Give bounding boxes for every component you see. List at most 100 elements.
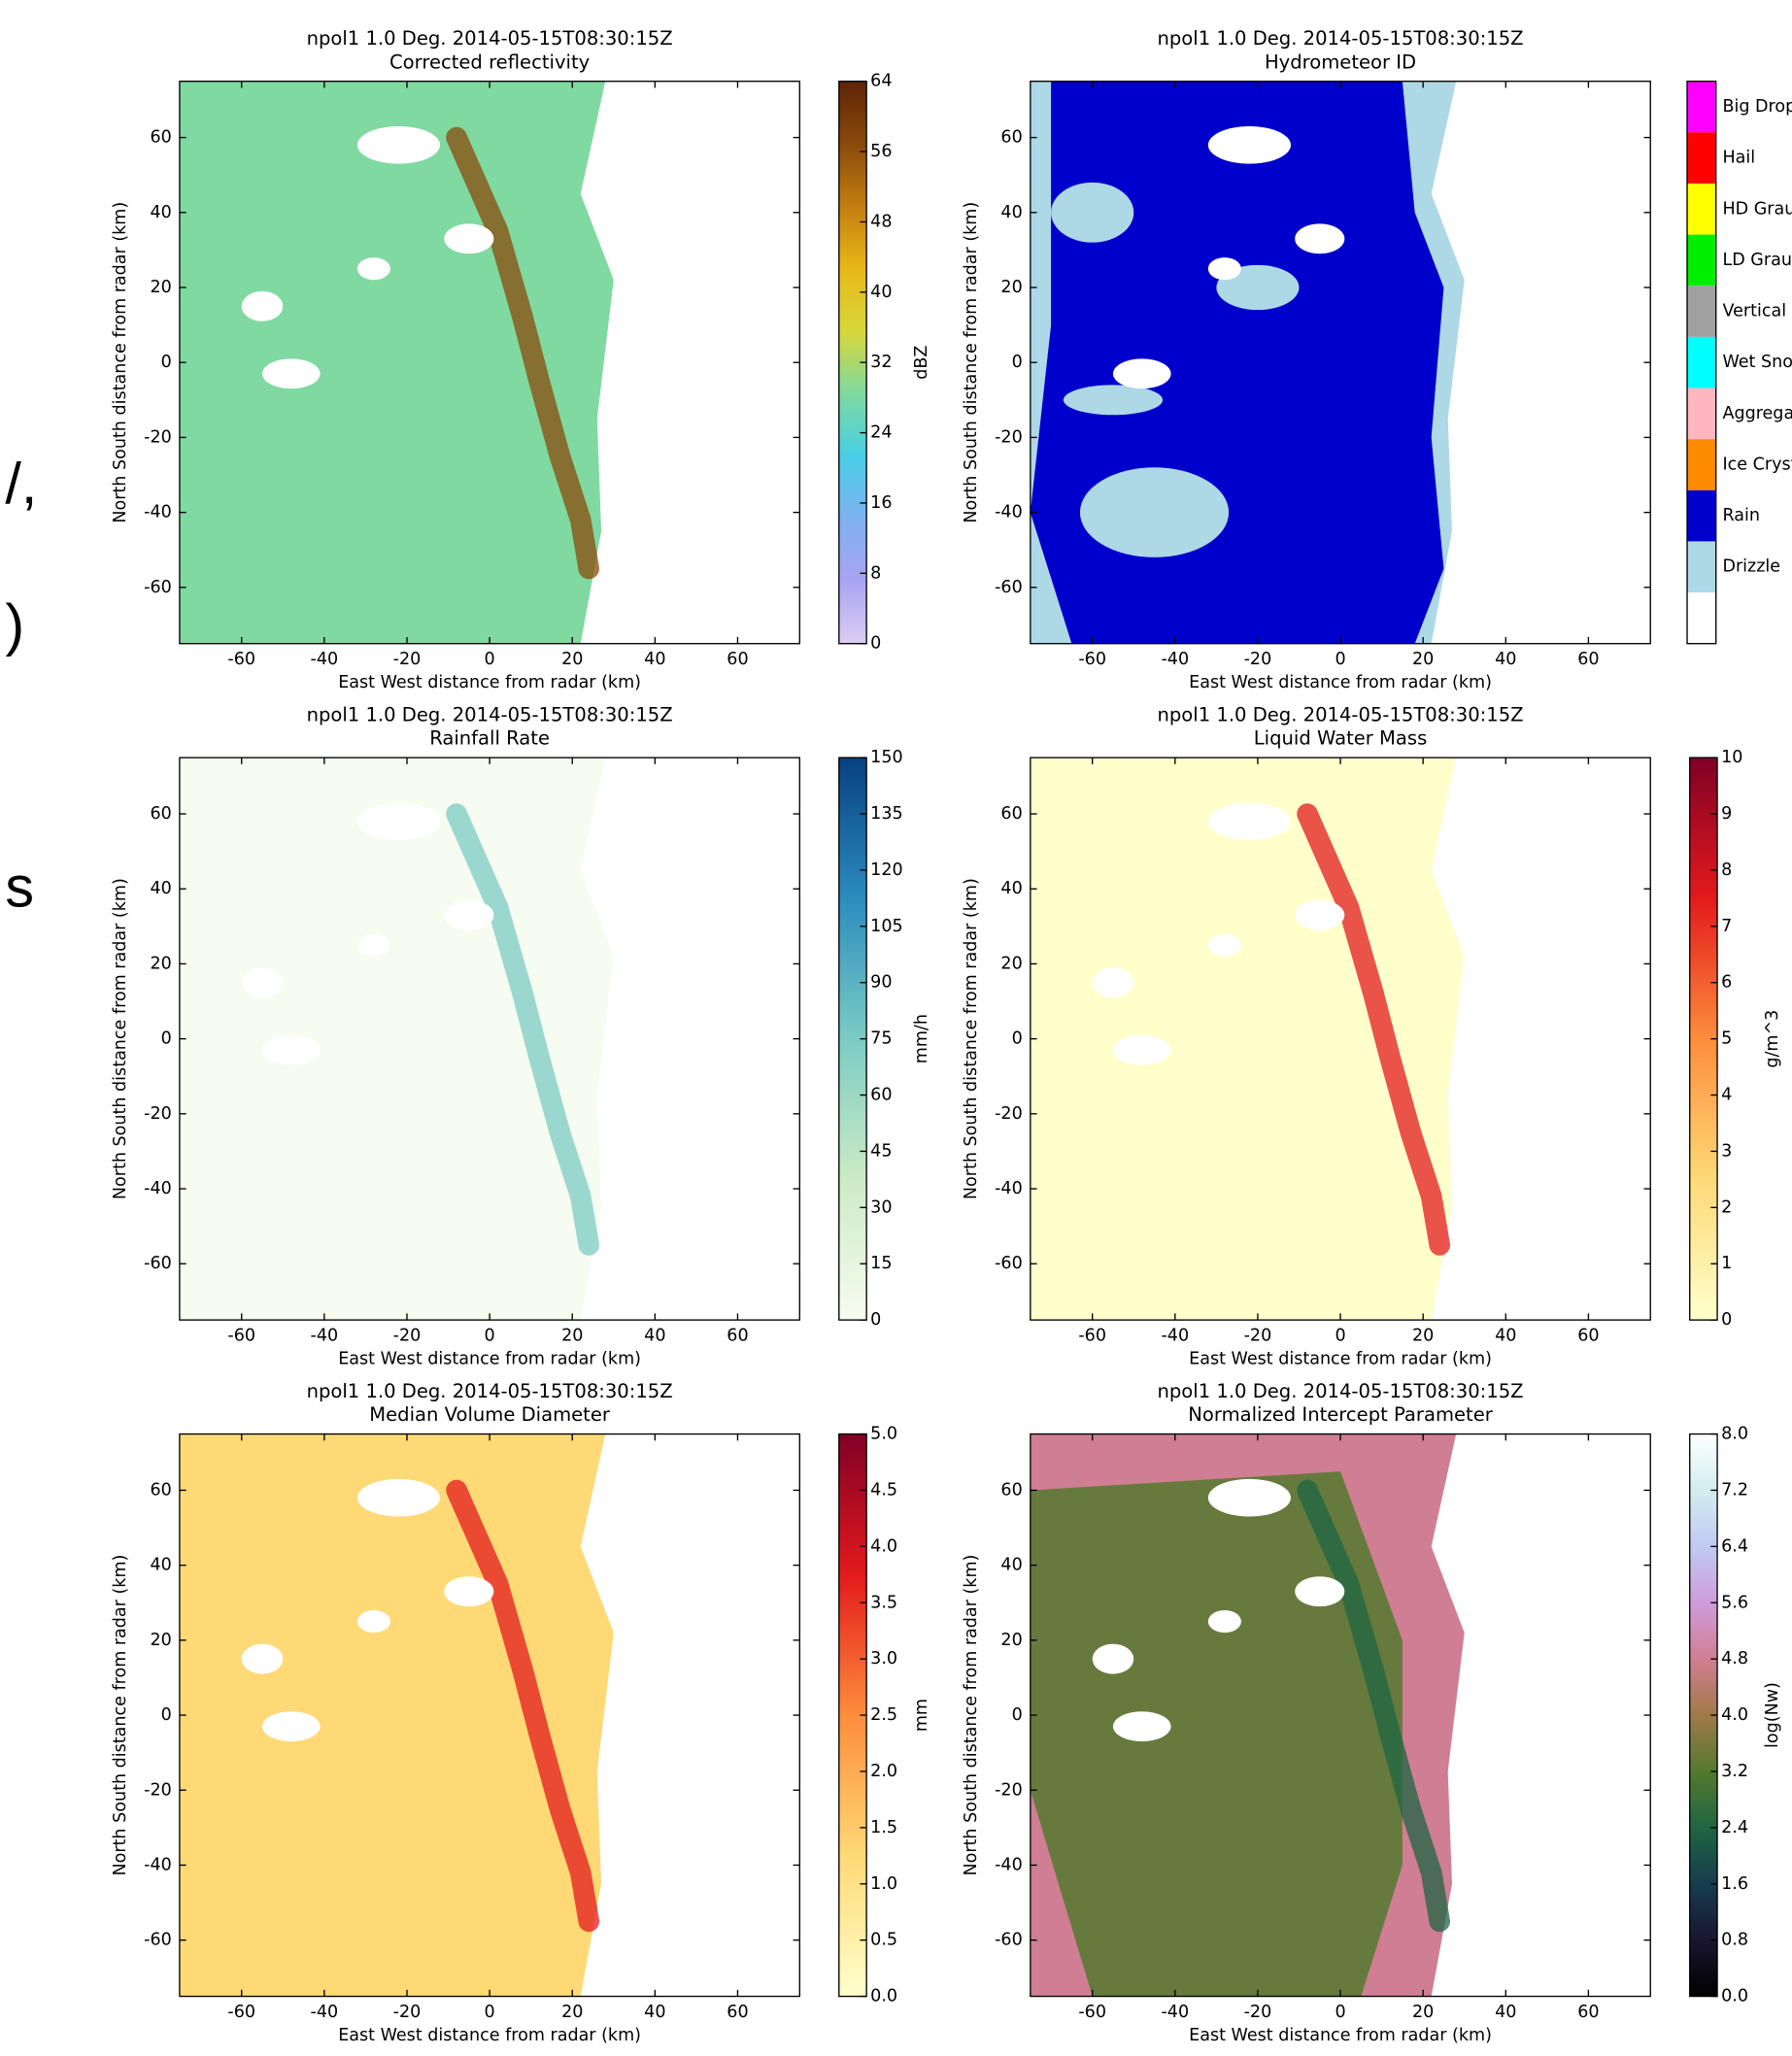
drizzle-patch (1064, 385, 1163, 415)
x-tick-label: 40 (1495, 650, 1516, 669)
no-echo-gap (1093, 967, 1134, 997)
y-tick-label: -40 (995, 1855, 1023, 1874)
colorbar-tick-label: 64 (870, 72, 892, 91)
colorbar-tick-label: 3.5 (870, 1593, 897, 1612)
colorbar-tick-label: 3.0 (870, 1649, 897, 1668)
x-tick-label: 60 (727, 2003, 748, 2022)
colorbar-tick-label: 0 (1721, 1310, 1732, 1330)
y-tick-label: 0 (161, 353, 172, 372)
no-echo-gap (1208, 126, 1291, 164)
colorbar-tick-label: 45 (870, 1141, 892, 1161)
radar-field (180, 758, 614, 1320)
x-tick-label: -60 (227, 2003, 255, 2022)
legend-swatch (1687, 592, 1716, 644)
y-tick-label: 40 (1000, 879, 1022, 898)
no-echo-gap (262, 358, 321, 388)
no-echo-gap (444, 223, 493, 253)
echo-core-region (1031, 82, 1444, 644)
y-tick-label: 20 (150, 954, 171, 973)
colorbar-tick-label: 0.8 (1721, 1931, 1748, 1950)
legend-label: Ice Cryst (1722, 455, 1792, 474)
x-tick-label: 60 (1577, 2003, 1599, 2022)
legend-swatch (1687, 388, 1716, 440)
no-echo-gap (357, 257, 390, 280)
legend-label: Vertical (1722, 302, 1786, 321)
colorbar-tick-label: 5.6 (1721, 1593, 1748, 1612)
colorbar-tick-label: 1.6 (1721, 1874, 1748, 1894)
x-tick-label: 40 (644, 1326, 665, 1345)
y-tick-label: 0 (1012, 353, 1023, 372)
y-tick-label: -60 (995, 1931, 1023, 1950)
x-tick-label: 60 (1577, 650, 1599, 669)
x-tick-label: 60 (727, 650, 748, 669)
x-tick-label: 20 (561, 2003, 583, 2022)
y-tick-label: 0 (1012, 1705, 1023, 1725)
no-echo-gap (444, 900, 493, 930)
x-axis-title: East West distance from radar (km) (1189, 1350, 1492, 1369)
colorbar-tick-label: 7 (1721, 917, 1732, 936)
no-echo-gap (242, 967, 284, 997)
x-tick-label: 20 (1412, 2003, 1434, 2022)
colorbar-tick-label: 56 (870, 142, 892, 161)
y-tick-label: 60 (150, 128, 171, 148)
y-tick-label: 60 (1000, 128, 1022, 148)
y-tick-label: 20 (150, 1631, 171, 1650)
x-tick-label: -60 (1078, 1326, 1106, 1345)
colorbar-tick-label: 2.0 (870, 1762, 897, 1781)
x-tick-label: -20 (393, 650, 422, 669)
y-tick-label: 40 (150, 1556, 171, 1575)
x-tick-label: -20 (1244, 2003, 1272, 2022)
colorbar-tick-label: 5.0 (870, 1425, 897, 1444)
y-tick-label: -40 (144, 503, 172, 522)
colorbar-tick-label: 3 (1721, 1141, 1732, 1161)
colorbar-tick-label: 1 (1721, 1254, 1732, 1273)
x-tick-label: 0 (485, 2003, 495, 2022)
colorbar-tick-label: 4.0 (870, 1536, 897, 1556)
drizzle-patch (1051, 183, 1133, 243)
y-axis-title: North South distance from radar (km) (962, 1555, 981, 1876)
chart-title: npol1 1.0 Deg. 2014-05-15T08:30:15Z (307, 27, 673, 50)
legend-swatch (1687, 439, 1716, 490)
echo-core-region (1031, 1471, 1403, 1996)
chart-title: npol1 1.0 Deg. 2014-05-15T08:30:15Z (1157, 27, 1523, 50)
legend-swatch (1687, 541, 1716, 592)
colorbar-tick-label: 15 (870, 1254, 892, 1273)
chart-title: npol1 1.0 Deg. 2014-05-15T08:30:15Z (1157, 703, 1523, 725)
colorbar-tick-label: 4 (1721, 1086, 1732, 1105)
colorbar-tick-label: 8.0 (1721, 1425, 1748, 1444)
y-tick-label: -20 (144, 427, 172, 447)
radar-field (180, 1434, 614, 1997)
colorbar-tick-label: 4.5 (870, 1480, 897, 1500)
no-echo-gap (1295, 900, 1344, 930)
legend-label: LD Grau (1722, 251, 1792, 270)
dashboard: /, ) s npol1 1.0 Deg. 2014-05-15T08:30:1… (0, 0, 1792, 2056)
legend-label: Rain (1722, 506, 1760, 525)
no-echo-gap (357, 1479, 440, 1517)
x-tick-label: 60 (727, 1326, 748, 1345)
colorbar-title: log(Nw) (1763, 1682, 1782, 1748)
y-tick-label: 20 (1000, 954, 1022, 973)
y-tick-label: 20 (150, 278, 171, 297)
y-tick-label: -20 (995, 1104, 1023, 1124)
colorbar-tick-label: 30 (870, 1197, 892, 1217)
x-tick-label: -40 (1161, 1326, 1189, 1345)
chart-subtitle: Hydrometeor ID (1265, 51, 1416, 73)
no-echo-gap (242, 1644, 284, 1674)
no-echo-gap (1295, 1576, 1344, 1606)
x-tick-label: -60 (227, 1326, 255, 1345)
colorbar-tick-label: 0.5 (870, 1931, 897, 1950)
colorbar-tick-label: 8 (870, 563, 881, 583)
colorbar-tick-label: 24 (870, 423, 892, 443)
colorbar-tick-label: 4.0 (1721, 1705, 1748, 1725)
colorbar-tick-label: 4.8 (1721, 1649, 1748, 1668)
y-tick-label: -60 (144, 1254, 172, 1273)
chart-subtitle: Normalized Intercept Parameter (1188, 1403, 1493, 1426)
legend-label: HD Grau (1722, 199, 1792, 219)
y-tick-label: 60 (150, 1480, 171, 1500)
colorbar-tick-label: 8 (1721, 860, 1732, 880)
legend-label: Wet Sno (1722, 353, 1792, 372)
radar-field (180, 82, 614, 644)
y-tick-label: 0 (161, 1029, 172, 1049)
colorbar-tick-label: 1.5 (870, 1818, 897, 1837)
x-tick-label: 40 (1495, 2003, 1516, 2022)
